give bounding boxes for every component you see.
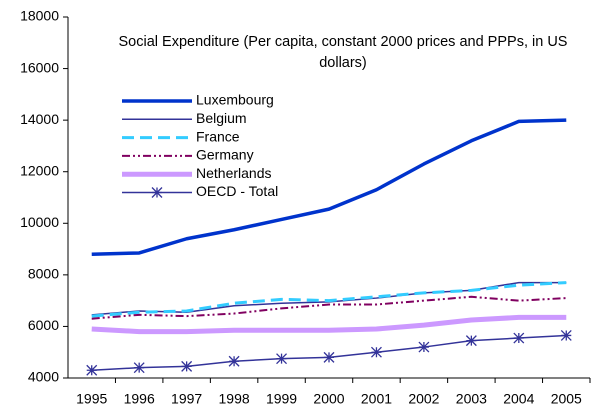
x-tick-label: 1995 — [76, 391, 107, 407]
series-line — [91, 295, 567, 320]
x-tick-label: 1999 — [266, 391, 297, 407]
point-marker — [560, 329, 572, 341]
x-tick-label: 1998 — [219, 391, 250, 407]
x-tick-label: 2003 — [456, 391, 487, 407]
x-tick-label: 2001 — [361, 391, 392, 407]
point-marker — [133, 362, 145, 374]
series-line — [91, 314, 567, 335]
legend-label: Netherlands — [196, 165, 272, 181]
x-tick-label: 1997 — [171, 391, 202, 407]
point-marker — [323, 351, 335, 363]
point-marker — [86, 364, 98, 376]
legend-marker — [151, 187, 163, 198]
point-marker — [276, 353, 288, 365]
chart-title: Social Expenditure (Per capita, constant… — [118, 34, 568, 71]
x-tick-label: 2000 — [313, 391, 344, 407]
x-tick-label: 2002 — [408, 391, 439, 407]
point-marker — [370, 346, 382, 358]
y-tick-label: 4000 — [28, 369, 59, 385]
legend-label: Luxembourg — [196, 92, 274, 108]
y-tick-label: 14000 — [20, 111, 59, 127]
y-tick-label: 12000 — [20, 162, 59, 178]
point-marker — [181, 360, 193, 372]
point-marker — [465, 335, 477, 347]
legend-label: Belgium — [196, 110, 247, 126]
point-marker — [513, 332, 525, 344]
legend-label: Germany — [196, 147, 254, 163]
series-line — [91, 118, 567, 256]
point-marker — [418, 341, 430, 353]
x-tick-label: 1996 — [124, 391, 155, 407]
x-tick-label: 2005 — [551, 391, 582, 407]
point-marker — [228, 355, 240, 367]
y-tick-label: 18000 — [20, 8, 59, 24]
legend-label: OECD - Total — [196, 183, 278, 199]
y-tick-label: 6000 — [28, 317, 59, 333]
legend-label: France — [196, 128, 240, 144]
y-tick-label: 10000 — [20, 214, 59, 230]
series-line — [91, 281, 567, 318]
y-tick-label: 8000 — [28, 266, 59, 282]
y-tick-label: 16000 — [20, 59, 59, 75]
x-tick-label: 2004 — [503, 391, 534, 407]
